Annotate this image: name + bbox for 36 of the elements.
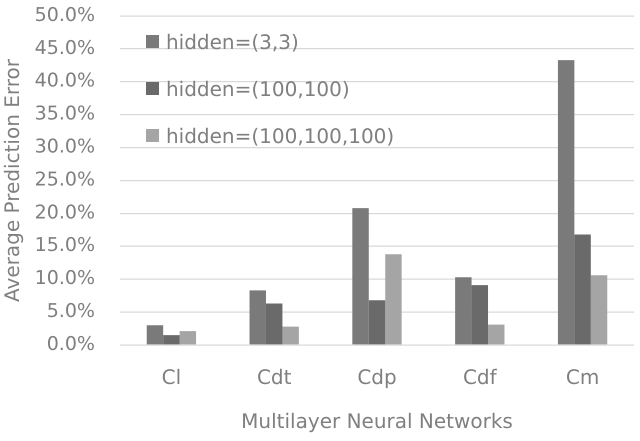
bar: [488, 324, 504, 344]
bar: [472, 285, 488, 344]
bar: [163, 335, 180, 344]
y-axis-title: Average Prediction Error: [0, 58, 24, 302]
y-tick-label: 40.0%: [34, 70, 95, 92]
bar: [368, 300, 386, 344]
bar: [352, 208, 369, 344]
y-tick-label: 0.0%: [46, 332, 95, 355]
bar: [574, 234, 591, 344]
bar: [282, 326, 299, 344]
bar: [266, 304, 282, 344]
x-tick-label: Cdf: [462, 365, 498, 390]
bar: [180, 331, 196, 344]
y-tick-label: 35.0%: [34, 102, 95, 125]
bar: [455, 277, 472, 344]
bar: [385, 254, 402, 344]
y-tick-label: 20.0%: [34, 201, 95, 224]
y-tick-label: 25.0%: [34, 168, 95, 190]
legend-label: hidden=(100,100): [166, 76, 350, 100]
bar: [146, 325, 164, 344]
x-tick-label: Cdt: [256, 365, 292, 390]
y-tick-label: 30.0%: [34, 136, 95, 158]
bar: [558, 60, 574, 344]
x-axis-title: Multilayer Neural Networks: [241, 409, 513, 434]
y-tick-label: 50.0%: [34, 4, 95, 26]
x-tick-label: Cm: [566, 365, 600, 390]
y-tick-label: 10.0%: [34, 267, 95, 290]
legend-label: hidden=(100,100,100): [166, 124, 394, 148]
bar: [250, 290, 266, 344]
bar: [590, 275, 608, 344]
legend-label: hidden=(3,3): [166, 30, 299, 54]
y-tick-label: 45.0%: [34, 36, 95, 59]
y-tick-label: 15.0%: [34, 234, 95, 256]
x-tick-label: Cdp: [357, 365, 397, 390]
x-tick-label: Cl: [162, 365, 182, 390]
y-tick-label: 5.0%: [46, 300, 95, 322]
